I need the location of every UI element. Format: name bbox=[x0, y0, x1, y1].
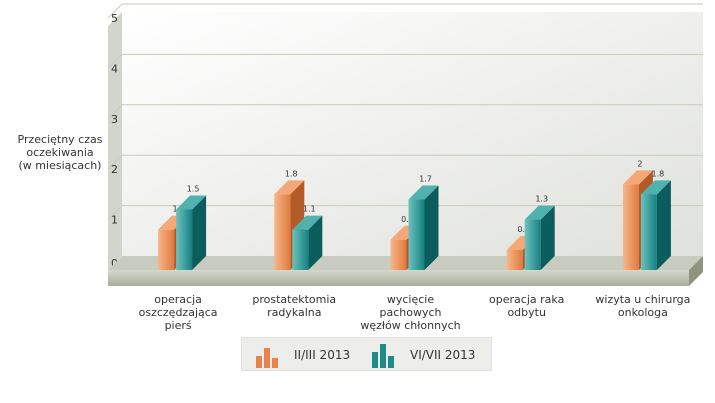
x-tick-label-line: węzłów chłonnych bbox=[360, 319, 461, 332]
data-label: 1.8 bbox=[652, 169, 665, 178]
x-tick-label-line: radykalna bbox=[267, 306, 322, 319]
gridline-side bbox=[107, 205, 123, 220]
bars: 1 1.5 1.8 1.1 0.8 1.7 0.7 1.3 2 1.8 bbox=[158, 159, 671, 270]
bar[interactable] bbox=[524, 205, 555, 270]
x-tick-label-line: oszczędzająca bbox=[138, 306, 218, 319]
bar[interactable] bbox=[408, 185, 439, 270]
y-axis-label-line: Przeciętny czas bbox=[17, 133, 103, 146]
y-tick-label: 3 bbox=[111, 113, 118, 126]
x-tick-label-line: operacja raka bbox=[489, 293, 565, 306]
legend-label: VI/VII 2013 bbox=[410, 348, 476, 362]
data-label: 2 bbox=[637, 159, 642, 168]
x-tick-label: wizyta u chirurga onkologa bbox=[588, 293, 698, 319]
data-label: 0.8 bbox=[401, 215, 414, 224]
x-tick-label-line: prostatektomia bbox=[252, 293, 337, 306]
y-axis-label: Przeciętny czas oczekiwania (w miesiącac… bbox=[8, 133, 112, 172]
x-tick-label-line: operacja bbox=[154, 293, 202, 306]
y-axis-label-line: (w miesiącach) bbox=[18, 159, 102, 172]
x-tick-label: operacja oszczędzająca pierś bbox=[123, 293, 233, 332]
bar-chart-icon bbox=[372, 344, 394, 368]
x-tick-label: operacja raka odbytu bbox=[472, 293, 582, 319]
data-label: 1.7 bbox=[419, 174, 432, 183]
legend: II/III 2013 VI/VII 2013 bbox=[241, 337, 492, 371]
data-label: 1 bbox=[173, 205, 178, 214]
data-label: 1.1 bbox=[303, 205, 316, 214]
y-axis-label-line: oczekiwania bbox=[26, 146, 94, 159]
data-label: 1.3 bbox=[535, 195, 548, 204]
y-tick-label: 4 bbox=[111, 62, 118, 75]
floor-side bbox=[689, 256, 703, 286]
gridline-side bbox=[107, 154, 123, 170]
bar-chart-icon bbox=[256, 348, 278, 368]
data-label: 1.5 bbox=[187, 185, 200, 194]
x-tick-label-line: pierś bbox=[164, 319, 192, 332]
gridline-side bbox=[107, 104, 123, 120]
legend-item-series-2[interactable]: VI/VII 2013 bbox=[370, 338, 475, 372]
legend-label: II/III 2013 bbox=[294, 348, 351, 362]
bar[interactable] bbox=[640, 180, 671, 270]
bar[interactable] bbox=[292, 215, 323, 270]
y-tick-label: 5 bbox=[111, 12, 118, 25]
floor-front bbox=[108, 270, 689, 286]
bar[interactable] bbox=[176, 195, 207, 270]
data-label: 1.8 bbox=[285, 169, 298, 178]
y-tick-label: 1 bbox=[111, 214, 118, 227]
gridline-side bbox=[107, 54, 123, 69]
x-tick-label-line: wycięcie pachowych bbox=[379, 293, 442, 319]
plot-side-wall bbox=[108, 12, 122, 270]
legend-item-series-1[interactable]: II/III 2013 bbox=[254, 338, 350, 372]
x-tick-label-line: odbytu bbox=[507, 306, 546, 319]
x-tick-label: prostatektomia radykalna bbox=[239, 293, 349, 319]
x-tick-label: wycięcie pachowych węzłów chłonnych bbox=[356, 293, 466, 332]
y-tick-label: 2 bbox=[111, 163, 118, 176]
x-tick-label-line: wizyta u chirurga bbox=[595, 293, 691, 306]
x-tick-label-line: onkologa bbox=[617, 306, 668, 319]
gridline-side bbox=[107, 3, 123, 19]
data-label: 0.7 bbox=[517, 225, 530, 234]
